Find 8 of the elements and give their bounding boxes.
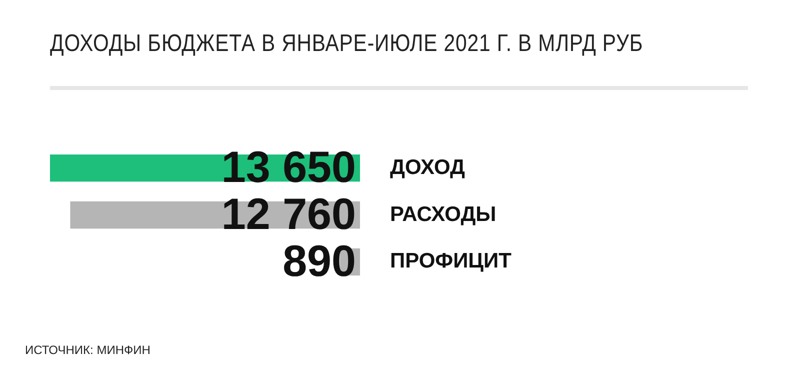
y-tick-label: ДОХОД [390, 156, 466, 179]
text: ИСТОЧНИК: МИНФИН [25, 343, 150, 357]
data-label: 12 760 [221, 190, 356, 240]
y-tick-label: ПРОФИЦИТ [390, 250, 512, 273]
data-label: 890 [282, 237, 356, 286]
data-label: 13 650 [221, 143, 356, 192]
chart-title: ДОХОДЫ БЮДЖЕТА В ЯНВАРЕ-ИЮЛЕ 2021 Г. В МЛРД РУБ [50, 30, 644, 58]
y-tick-label: РАСХОДЫ [390, 202, 496, 226]
